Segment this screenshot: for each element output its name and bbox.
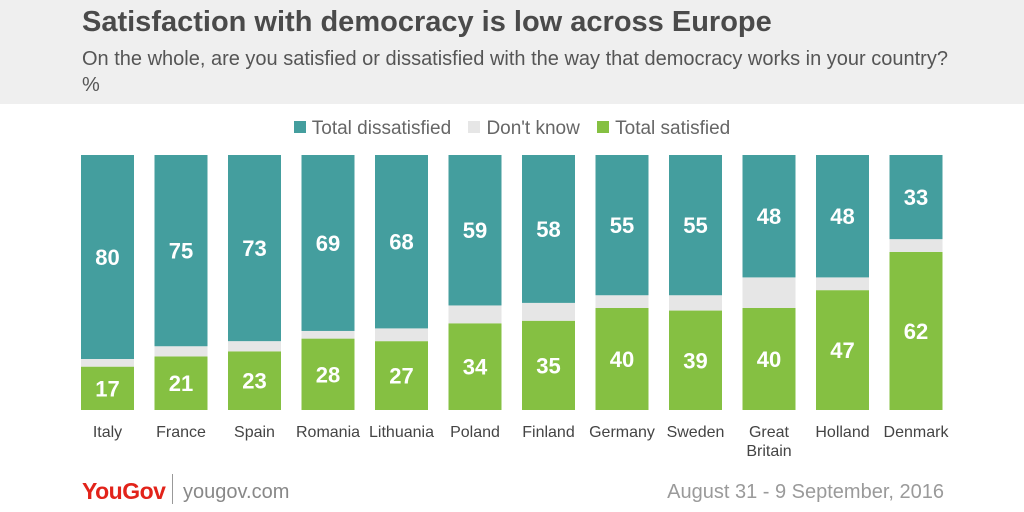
category-label-italy: Italy xyxy=(93,424,122,441)
category-label-spain: Spain xyxy=(234,424,275,441)
data-label-total-dissatisfied-holland: 48 xyxy=(830,204,854,229)
category-label-poland: Poland xyxy=(450,424,500,441)
category-label-sweden: Sweden xyxy=(667,424,725,441)
data-label-total-satisfied-holland: 47 xyxy=(830,338,854,363)
bar-total-satisfied-finland xyxy=(522,320,575,410)
data-label-total-satisfied-france: 21 xyxy=(169,371,193,396)
data-label-total-dissatisfied-italy: 80 xyxy=(95,245,119,270)
legend-label-satisfied: Total satisfied xyxy=(615,118,731,139)
bar-total-satisfied-poland xyxy=(448,323,502,410)
data-label-total-dissatisfied-poland: 59 xyxy=(463,218,487,243)
bar-don-t-know-spain xyxy=(228,341,281,352)
chart-title: Satisfaction with democracy is low acros… xyxy=(82,6,772,38)
data-label-total-satisfied-germany: 40 xyxy=(610,347,634,372)
data-label-total-satisfied-finland: 35 xyxy=(536,353,560,378)
bar-total-dissatisfied-finland xyxy=(522,155,575,303)
legend-label-dont-know: Don't know xyxy=(486,118,580,139)
data-label-total-dissatisfied-sweden: 55 xyxy=(683,213,707,238)
bar-don-t-know-finland xyxy=(522,302,575,321)
legend-label-dissatisfied: Total dissatisfied xyxy=(311,118,452,139)
legend-item-dont-know: Don't know xyxy=(468,118,580,140)
bar-total-dissatisfied-romania xyxy=(301,155,355,331)
chart-subtitle: On the whole, are you satisfied or dissa… xyxy=(82,48,948,96)
data-label-total-dissatisfied-germany: 55 xyxy=(610,213,634,238)
bar-total-satisfied-france xyxy=(154,356,208,410)
bar-total-satisfied-germany xyxy=(595,308,649,410)
data-label-total-satisfied-great-britain: 40 xyxy=(757,347,781,372)
category-label-germany: Germany xyxy=(589,424,655,441)
bar-don-t-know-holland xyxy=(816,277,869,291)
bar-total-dissatisfied-lithuania xyxy=(375,155,428,329)
bar-total-dissatisfied-denmark xyxy=(889,155,943,240)
data-label-total-dissatisfied-romania: 69 xyxy=(316,231,340,256)
data-label-total-dissatisfied-finland: 58 xyxy=(536,217,560,242)
category-label-romania: Romania xyxy=(296,424,360,441)
footer-date: August 31 - 9 September, 2016 xyxy=(667,481,944,503)
category-label-france: France xyxy=(156,424,206,441)
data-label-total-satisfied-sweden: 39 xyxy=(683,348,707,373)
data-label-total-satisfied-romania: 28 xyxy=(316,362,340,387)
bar-don-t-know-great-britain xyxy=(742,277,796,308)
footer-divider xyxy=(172,474,173,504)
legend-item-dissatisfied: Total dissatisfied xyxy=(293,118,452,140)
legend-swatch-dissatisfied xyxy=(293,120,306,133)
bar-total-satisfied-great-britain xyxy=(742,308,796,410)
data-label-total-satisfied-lithuania: 27 xyxy=(389,364,413,389)
bar-total-satisfied-romania xyxy=(301,338,355,410)
bar-don-t-know-poland xyxy=(448,305,502,324)
bar-total-satisfied-holland xyxy=(816,290,869,410)
data-label-total-satisfied-denmark: 62 xyxy=(904,319,928,344)
bar-total-dissatisfied-great-britain xyxy=(742,155,796,278)
yougov-logo: YouGov xyxy=(82,478,166,504)
bar-don-t-know-romania xyxy=(301,330,355,339)
category-label-lithuania: Lithuania xyxy=(369,424,434,441)
header-band: Satisfaction with democracy is low acros… xyxy=(0,0,1024,104)
data-label-total-satisfied-italy: 17 xyxy=(95,376,119,401)
data-label-total-dissatisfied-denmark: 33 xyxy=(904,185,928,210)
bar-don-t-know-sweden xyxy=(669,295,722,311)
bar-total-dissatisfied-holland xyxy=(816,155,869,278)
bar-don-t-know-italy xyxy=(81,359,134,367)
bar-don-t-know-lithuania xyxy=(375,328,428,342)
category-label-denmark: Denmark xyxy=(884,424,950,441)
legend-swatch-satisfied xyxy=(597,120,610,133)
data-label-total-dissatisfied-france: 75 xyxy=(169,239,193,264)
bar-total-dissatisfied-poland xyxy=(448,155,502,306)
data-label-total-dissatisfied-great-britain: 48 xyxy=(757,204,781,229)
bar-don-t-know-france xyxy=(154,346,208,357)
bar-total-satisfied-lithuania xyxy=(375,341,428,410)
category-label-finland: Finland xyxy=(522,424,574,441)
bar-total-dissatisfied-spain xyxy=(228,155,281,342)
bar-total-dissatisfied-france xyxy=(154,155,208,347)
data-label-total-satisfied-poland: 34 xyxy=(463,355,488,380)
legend-item-satisfied: Total satisfied xyxy=(597,118,730,140)
category-label-great-britain: Great Britain xyxy=(746,424,791,460)
data-label-total-dissatisfied-lithuania: 68 xyxy=(389,230,413,255)
bar-don-t-know-denmark xyxy=(889,239,943,252)
bar-total-dissatisfied-sweden xyxy=(669,155,722,296)
legend-swatch-dont-know xyxy=(468,120,481,133)
category-label-holland: Holland xyxy=(815,424,869,441)
bar-total-satisfied-denmark xyxy=(889,251,943,410)
legend: Total dissatisfied Don't know Total sati… xyxy=(0,118,1024,140)
bar-total-satisfied-italy xyxy=(81,366,134,410)
bar-total-dissatisfied-italy xyxy=(81,155,134,359)
data-label-total-satisfied-spain: 23 xyxy=(242,369,266,394)
bar-total-satisfied-spain xyxy=(228,351,281,410)
data-label-total-dissatisfied-spain: 73 xyxy=(242,236,266,261)
footer-site: yougov.com xyxy=(183,481,290,503)
bar-don-t-know-germany xyxy=(595,295,649,308)
bar-total-satisfied-sweden xyxy=(669,310,722,410)
bar-total-dissatisfied-germany xyxy=(595,155,649,296)
